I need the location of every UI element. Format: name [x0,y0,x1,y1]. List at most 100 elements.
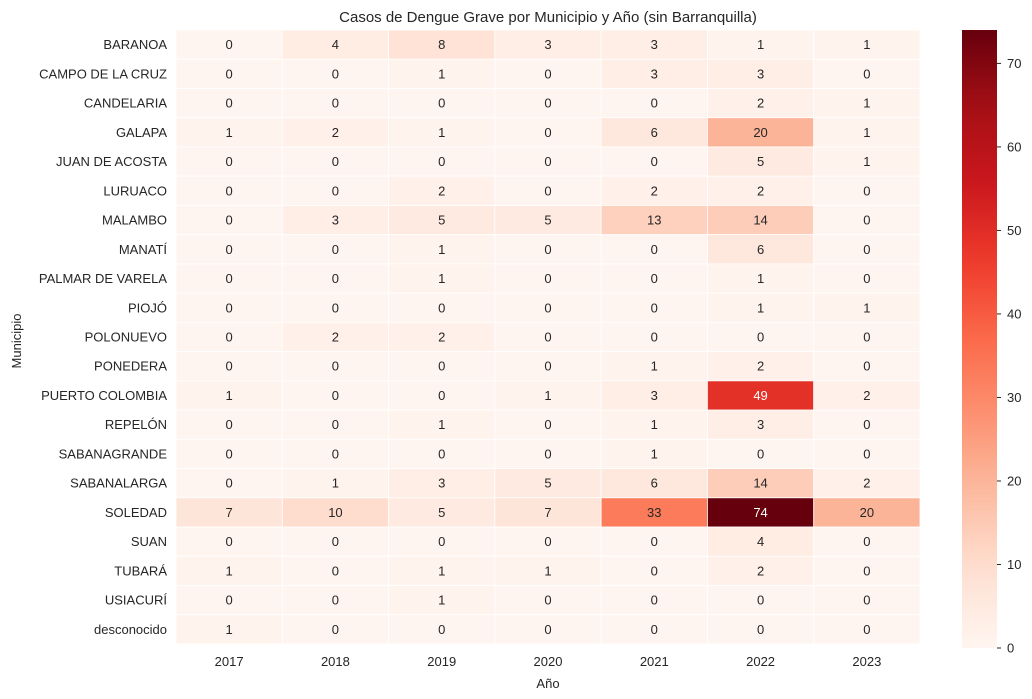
cell-value-label: 2 [757,183,764,198]
heatmap-cell [175,438,283,469]
cell-value-label: 0 [332,271,339,286]
heatmap-cell [707,263,815,294]
cell-value-label: 0 [544,593,551,608]
cell-value-label: 0 [651,154,658,169]
heatmap-cell [707,234,815,265]
y-tick-label: USIACURÍ [105,593,168,608]
heatmap-cell [388,585,496,616]
cell-value-label: 0 [863,622,870,637]
y-tick-label: CANDELARIA [84,96,167,111]
cell-value-label: 0 [757,446,764,461]
cell-value-label: 5 [544,476,551,491]
x-tick-label: 2019 [427,654,456,669]
y-tick-label: SUAN [131,534,167,549]
cell-value-label: 0 [226,476,233,491]
heatmap-cell [175,58,283,89]
colorbar-gradient [962,30,997,648]
heatmap-cell [388,321,496,353]
heatmap-cell [175,497,283,528]
colorbar-tick-label: 30 [1007,390,1021,405]
cell-value-label: 0 [863,593,870,608]
heatmap-cell [281,351,389,382]
heatmap-cell [813,29,921,60]
cell-value-label: 0 [863,242,870,257]
cell-value-label: 0 [544,242,551,257]
cell-value-label: 2 [757,359,764,374]
heatmap-cell [281,380,389,411]
cell-value-label: 10 [328,505,342,520]
heatmap-cell [281,29,389,60]
cell-value-label: 1 [226,125,233,140]
heatmap-cell [388,438,496,469]
cell-value-label: 0 [332,183,339,198]
cell-value-label: 1 [863,96,870,111]
cell-value-label: 1 [757,300,764,315]
cell-value-label: 13 [647,213,661,228]
cell-value-label: 0 [863,271,870,286]
cell-value-label: 0 [226,359,233,374]
x-tick-label: 2023 [852,654,881,669]
heatmap-cell [175,555,283,586]
heatmap-cell [494,205,602,236]
cell-value-label: 0 [226,242,233,257]
cell-value-label: 0 [544,271,551,286]
heatmap-cell [707,380,815,411]
cell-value-label: 0 [863,359,870,374]
heatmap-cells: 0 4 8 3 3 1 10 0 1 0 3 3 00 0 0 0 0 2 11 2 1 0 6 20 10 0 0 0 0 5 10 0 2 0… [175,29,921,645]
y-tick-label: desconocido [94,622,167,637]
heatmap-cell [388,263,496,294]
heatmap-cell [600,409,708,440]
heatmap-cell [813,234,921,265]
cell-value-label: 8 [438,37,445,52]
cell-value-label: 0 [226,300,233,315]
cell-value-label: 3 [332,213,339,228]
cell-value-label: 0 [757,330,764,345]
cell-value-label: 0 [757,593,764,608]
cell-value-label: 0 [544,125,551,140]
cell-value-label: 0 [544,359,551,374]
cell-value-label: 0 [544,417,551,432]
cell-value-label: 0 [438,300,445,315]
cell-value-label: 5 [438,505,445,520]
heatmap-cell [175,409,283,440]
cell-value-label: 4 [332,37,339,52]
cell-value-label: 0 [438,359,445,374]
cell-value-label: 3 [651,66,658,81]
heatmap-cell [281,497,389,528]
cell-value-label: 1 [438,66,445,81]
heatmap-cell [600,58,708,89]
cell-value-label: 0 [332,66,339,81]
y-axis-label: Municipio [9,314,24,369]
cell-value-label: 6 [651,476,658,491]
heatmap-cell [707,438,815,469]
heatmap-cell [175,29,283,60]
cell-value-label: 0 [651,330,658,345]
cell-value-label: 0 [332,96,339,111]
heatmap-cell [813,468,921,499]
heatmap-cell [388,351,496,382]
cell-value-label: 0 [651,593,658,608]
cell-value-label: 0 [438,388,445,403]
cell-value-label: 0 [226,213,233,228]
cell-value-label: 0 [438,622,445,637]
y-tick-label: GALAPA [116,125,167,140]
cell-value-label: 0 [332,388,339,403]
heatmap-cell [707,175,815,206]
y-tick-label: CAMPO DE LA CRUZ [39,66,167,81]
heatmap-cell [600,380,708,411]
heatmap-cell [281,468,389,499]
cell-value-label: 0 [544,183,551,198]
cell-value-label: 0 [226,593,233,608]
y-tick-label: SOLEDAD [105,505,167,520]
heatmap-cell [281,292,389,323]
cell-value-label: 0 [651,622,658,637]
heatmap-cell [494,292,602,323]
cell-value-label: 7 [544,505,551,520]
cell-value-label: 1 [438,271,445,286]
cell-value-label: 3 [438,476,445,491]
cell-value-label: 6 [651,125,658,140]
heatmap-cell [281,88,389,119]
cell-value-label: 1 [757,271,764,286]
heatmap-cell [494,117,602,148]
cell-value-label: 0 [863,330,870,345]
